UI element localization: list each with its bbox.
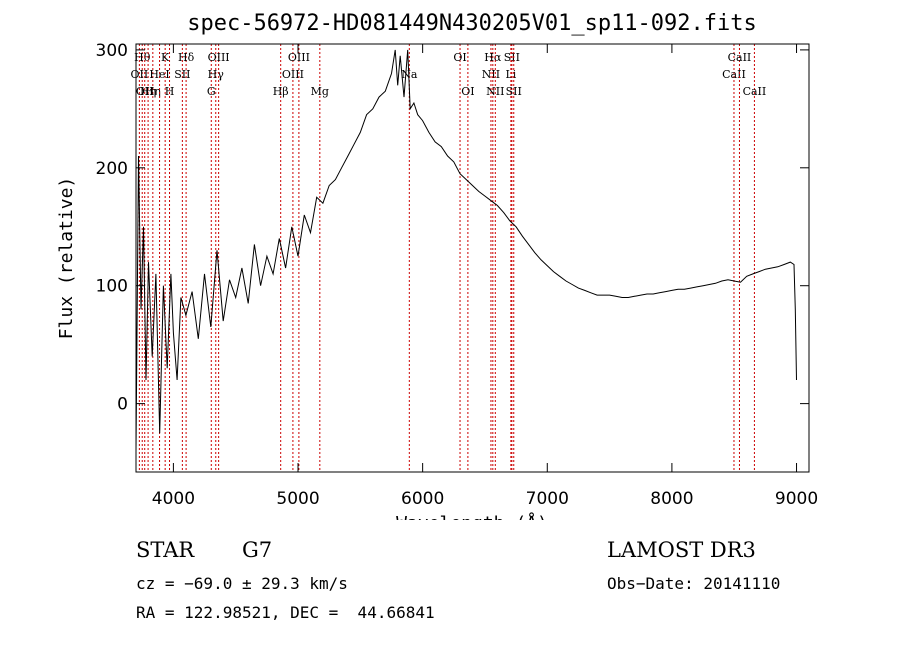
line-marker-label: NII <box>482 68 500 81</box>
observation-date: Obs−Date: 20141110 <box>607 574 781 593</box>
line-marker-label: NII <box>486 85 504 98</box>
line-marker-label: OII <box>131 68 149 81</box>
coordinates: RA = 122.98521, DEC = 44.66841 <box>136 603 435 622</box>
line-marker-label: OIII <box>208 51 230 64</box>
line-marker-label: OIII <box>282 68 304 81</box>
x-tick-label: 4000 <box>152 489 195 509</box>
line-marker-label: Hβ <box>273 85 289 98</box>
x-axis-label: Wavelength (Å) <box>396 512 548 520</box>
line-marker-label: H <box>165 85 175 98</box>
line-marker-label: Hδ <box>178 51 195 64</box>
line-marker-label: CaII <box>743 85 767 98</box>
line-marker-label: Hθ <box>134 51 151 64</box>
line-marker-label: Mg <box>311 85 329 98</box>
y-tick-label: 100 <box>96 277 128 297</box>
survey-name: LAMOST DR3 <box>607 538 756 562</box>
line-marker-label: OII <box>136 85 154 98</box>
object-class: STAR <box>136 538 195 562</box>
line-marker-label: Na <box>401 68 418 81</box>
line-markers: HθOIIOIIHηHηHeIKHHδSIIGHγOIIIHβOIIIOIIIM… <box>131 44 767 472</box>
line-marker-label: SII <box>506 85 522 98</box>
line-marker-label: K <box>161 51 170 64</box>
x-tick-label: 7000 <box>526 489 569 509</box>
line-marker-label: OIII <box>288 51 310 64</box>
spectrum-line <box>135 49 797 451</box>
x-tick-label: 8000 <box>650 489 693 509</box>
line-marker-label: SII <box>504 51 520 64</box>
y-tick-label: 200 <box>96 159 128 179</box>
x-tick-label: 6000 <box>401 489 444 509</box>
x-tick-label: 5000 <box>276 489 319 509</box>
y-axis-label: Flux (relative) <box>56 177 77 340</box>
line-marker-label: SII <box>174 68 190 81</box>
chart-title: spec-56972-HD081449N430205V01_sp11-092.f… <box>187 11 757 36</box>
line-marker-label: OI <box>461 85 474 98</box>
y-tick-label: 300 <box>96 41 128 61</box>
line-marker-label: CaII <box>722 68 746 81</box>
line-marker-label: OI <box>453 51 466 64</box>
line-marker-label: Hγ <box>208 68 225 81</box>
redshift-velocity: cz = −69.0 ± 29.3 km/s <box>136 574 348 593</box>
x-tick-label: 9000 <box>775 489 818 509</box>
line-marker-label: G <box>207 85 216 98</box>
spectrum-chart: spec-56972-HD081449N430205V01_sp11-092.f… <box>56 11 819 520</box>
axis-ticks: 4000 5000 6000 7000 8000 9000 0 100 200 300 <box>96 41 819 509</box>
line-marker-label: CaII <box>728 51 752 64</box>
plot-frame <box>135 43 810 473</box>
line-marker-label: Li <box>505 68 516 81</box>
line-marker-label: HeI <box>149 68 169 81</box>
object-subclass: G7 <box>242 538 273 562</box>
line-marker-label: Hα <box>484 51 502 64</box>
y-tick-label: 0 <box>117 395 128 415</box>
line-marker-label: Hη <box>140 85 156 98</box>
line-marker-label: Hη <box>145 85 161 98</box>
